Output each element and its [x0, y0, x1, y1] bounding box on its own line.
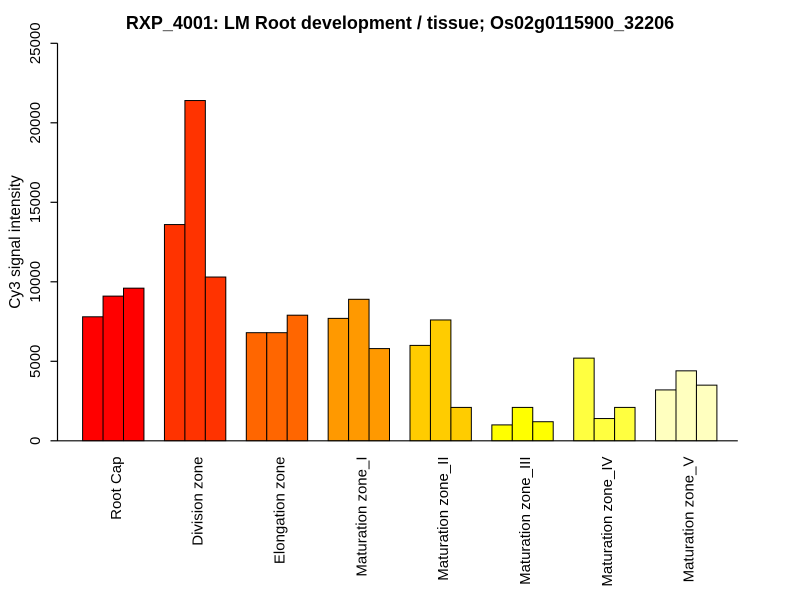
svg-text:25000: 25000 — [27, 22, 44, 64]
svg-text:Maturation zone_II: Maturation zone_II — [435, 457, 452, 581]
svg-text:Maturation zone_IV: Maturation zone_IV — [599, 457, 616, 587]
svg-text:10000: 10000 — [27, 261, 44, 303]
svg-text:Division zone: Division zone — [190, 457, 207, 546]
svg-text:Cy3 signal intensity: Cy3 signal intensity — [7, 175, 24, 309]
svg-text:15000: 15000 — [27, 181, 44, 223]
svg-text:Elongation zone: Elongation zone — [271, 457, 288, 565]
svg-text:0: 0 — [27, 437, 44, 445]
svg-text:20000: 20000 — [27, 102, 44, 144]
svg-text:Maturation zone_III: Maturation zone_III — [517, 457, 534, 585]
svg-text:RXP_4001: LM Root development: RXP_4001: LM Root development / tissue; … — [126, 13, 674, 33]
svg-text:5000: 5000 — [27, 345, 44, 378]
svg-text:Root Cap: Root Cap — [108, 457, 125, 520]
svg-text:Maturation zone_V: Maturation zone_V — [681, 457, 698, 583]
svg-text:Maturation zone_I: Maturation zone_I — [353, 457, 370, 577]
